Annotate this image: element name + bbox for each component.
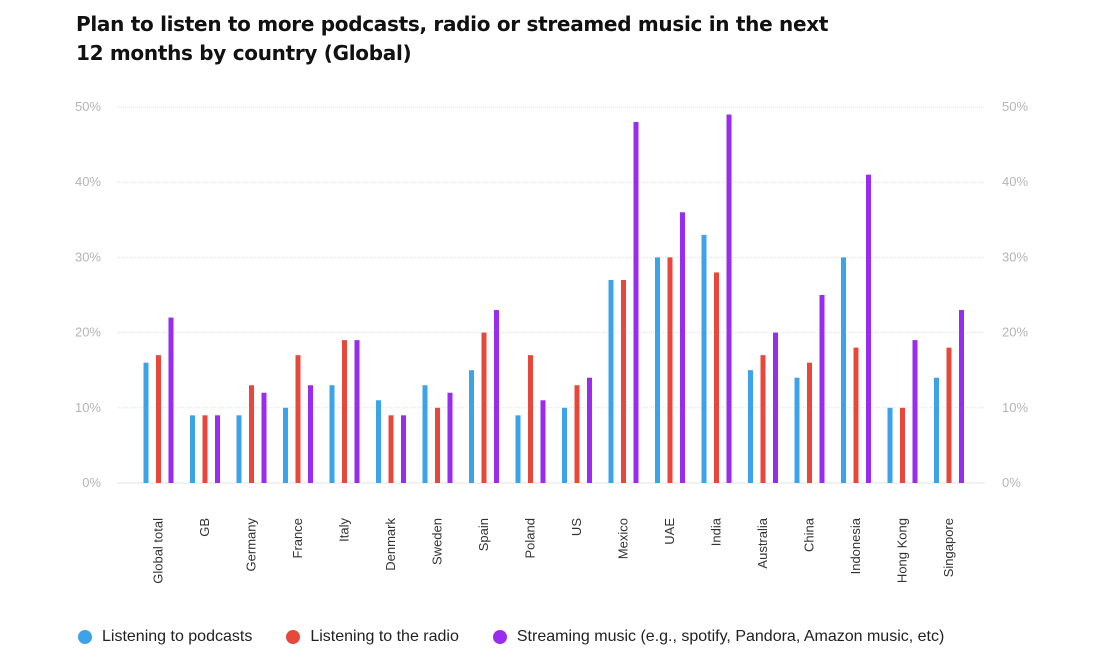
legend-item-streaming: Streaming music (e.g., spotify, Pandora,… [492, 628, 945, 646]
bar [329, 385, 335, 483]
y-tick-label-right: 10% [1002, 400, 1028, 415]
bar [680, 212, 685, 483]
x-tick-label: Denmark [383, 518, 398, 571]
x-tick-label: Sweden [430, 518, 445, 565]
x-tick-label: China [802, 517, 817, 552]
bar [342, 340, 347, 483]
bar [283, 407, 288, 483]
bar [295, 355, 301, 483]
bar [587, 377, 592, 483]
bar [481, 332, 487, 483]
bar [714, 272, 719, 483]
x-tick-label: Italy [337, 518, 352, 542]
bar [156, 355, 161, 483]
bar [202, 415, 208, 483]
x-tick-label: Singapore [941, 518, 956, 577]
bar [726, 114, 732, 484]
bar [562, 407, 567, 483]
chart-title: Plan to listen to more podcasts, radio o… [76, 10, 976, 68]
bar [447, 392, 453, 483]
bar [748, 370, 753, 483]
bar [168, 317, 174, 483]
bar [354, 340, 360, 483]
y-tick-label-left: 10% [75, 400, 101, 415]
bar [422, 385, 428, 483]
y-tick-label-left: 20% [75, 325, 101, 340]
bar [701, 234, 707, 483]
bar [494, 310, 499, 483]
legend-item-radio: Listening to the radio [286, 628, 459, 646]
bar [308, 385, 313, 483]
x-tick-label: US [569, 518, 584, 536]
legend-swatch-podcasts [78, 630, 92, 644]
bar [376, 400, 381, 483]
x-tick-label: India [709, 517, 724, 546]
bar [515, 415, 521, 483]
bar [667, 257, 673, 483]
chart-legend: Listening to podcasts Listening to the r… [78, 626, 944, 648]
bar [819, 295, 825, 483]
legend-label-podcasts: Listening to podcasts [102, 628, 253, 645]
bar [608, 279, 614, 483]
bar [621, 279, 626, 483]
bar [807, 362, 812, 483]
bar [388, 415, 394, 483]
bar [249, 385, 254, 483]
x-tick-label: Hong Kong [895, 518, 910, 583]
legend-label-radio: Listening to the radio [310, 628, 459, 645]
x-tick-label: Poland [523, 518, 538, 558]
bar [655, 257, 660, 483]
x-tick-label: Indonesia [848, 517, 863, 574]
x-tick-label: UAE [662, 518, 677, 545]
y-tick-label-left: 40% [75, 174, 101, 189]
x-tick-label: Mexico [616, 518, 631, 559]
bar [528, 355, 533, 483]
chart-title-line-2: 12 months by country (Global) [76, 41, 412, 65]
bar [887, 407, 893, 483]
bar [261, 392, 267, 483]
bar [469, 370, 474, 483]
bar [866, 174, 871, 483]
bar [633, 122, 639, 483]
bar [959, 310, 964, 483]
bar [760, 355, 766, 483]
bar [236, 415, 242, 483]
x-tick-label: France [290, 518, 305, 558]
bar-chart: 0% 0% 10% 10% 20% 20% 30% 30% 40% 40% 50% 50% Global… [75, 99, 1028, 584]
y-tick-label-right: 40% [1002, 174, 1028, 189]
x-tick-label: Spain [476, 518, 491, 551]
y-tick-label-left: 30% [75, 249, 101, 264]
legend-item-podcasts: Listening to podcasts [78, 628, 252, 646]
x-tick-label: Australia [755, 517, 770, 568]
bar [841, 257, 846, 483]
y-tick-label-right: 30% [1002, 249, 1028, 264]
legend-swatch-radio [286, 630, 301, 644]
bar [190, 415, 195, 483]
y-tick-label-right: 50% [1002, 99, 1028, 114]
legend-label-streaming: Streaming music (e.g., spotify, Pandora,… [516, 628, 945, 645]
bar [853, 347, 859, 483]
y-tick-label-right: 20% [1002, 325, 1028, 340]
y-tick-label-left: 0% [82, 475, 101, 490]
x-tick-label: Germany [244, 518, 259, 572]
y-tick-label-left: 50% [75, 99, 101, 114]
bar [900, 407, 905, 483]
chart-title-line-1: Plan to listen to more podcasts, radio o… [76, 12, 829, 36]
bar [401, 415, 406, 483]
x-tick-label: GB [197, 518, 212, 537]
bar [143, 362, 149, 483]
bar [794, 377, 800, 483]
bar [215, 415, 220, 483]
bar [773, 332, 778, 483]
bar [912, 340, 918, 483]
bar [946, 347, 952, 483]
y-tick-label-right: 0% [1002, 475, 1021, 490]
bar [435, 407, 440, 483]
bar [574, 385, 580, 483]
bar [934, 377, 939, 483]
bar [540, 400, 546, 483]
legend-swatch-streaming [492, 630, 507, 644]
x-tick-label: Global total [151, 518, 166, 584]
